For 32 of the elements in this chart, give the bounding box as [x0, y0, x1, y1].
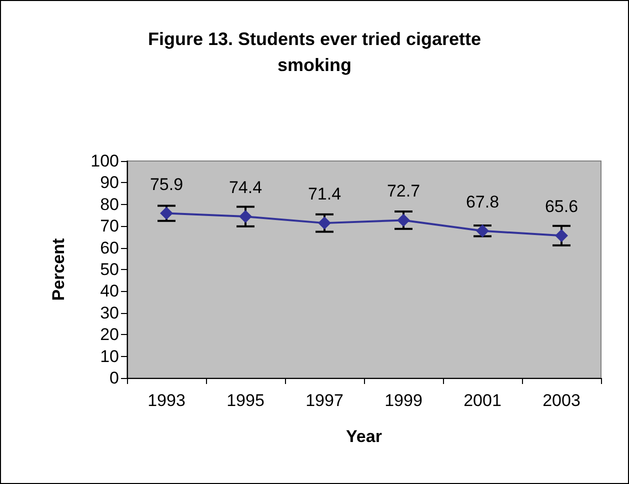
y-tick-label: 80: [100, 194, 119, 214]
y-tick-label: 0: [110, 368, 119, 388]
data-label: 75.9: [150, 174, 184, 194]
x-tick-label: 1997: [306, 391, 344, 410]
y-tick-label: 70: [100, 216, 119, 236]
y-axis-title: Percent: [49, 238, 68, 301]
data-label: 74.4: [228, 178, 262, 198]
y-tick-label: 50: [100, 260, 119, 279]
y-tick-label: 100: [90, 152, 119, 170]
x-tick-label: 2003: [542, 391, 580, 410]
data-label: 67.8: [466, 192, 500, 212]
x-tick-label: 1995: [226, 391, 264, 410]
x-tick-label: 1993: [148, 391, 186, 410]
y-tick-label: 20: [100, 325, 119, 344]
x-axis-title: Year: [346, 427, 382, 446]
y-tick-label: 60: [100, 238, 119, 258]
x-tick-label: 2001: [464, 391, 502, 410]
point: [239, 210, 252, 224]
y-tick-label: 30: [100, 303, 119, 322]
point: [318, 216, 331, 230]
point: [555, 229, 568, 242]
data-label: 72.7: [386, 182, 420, 201]
y-tick-label: 40: [100, 282, 119, 301]
chart-title: Figure 13. Students ever tried cigarette smoking: [148, 29, 482, 75]
point: [397, 214, 410, 227]
data-label: 65.6: [544, 197, 578, 216]
data-label: 71.4: [308, 184, 342, 204]
y-tick-label: 90: [100, 173, 119, 192]
x-tick-label: 1999: [384, 391, 422, 410]
y-tick-label: 10: [100, 346, 119, 366]
point: [476, 224, 489, 238]
point: [160, 206, 173, 220]
